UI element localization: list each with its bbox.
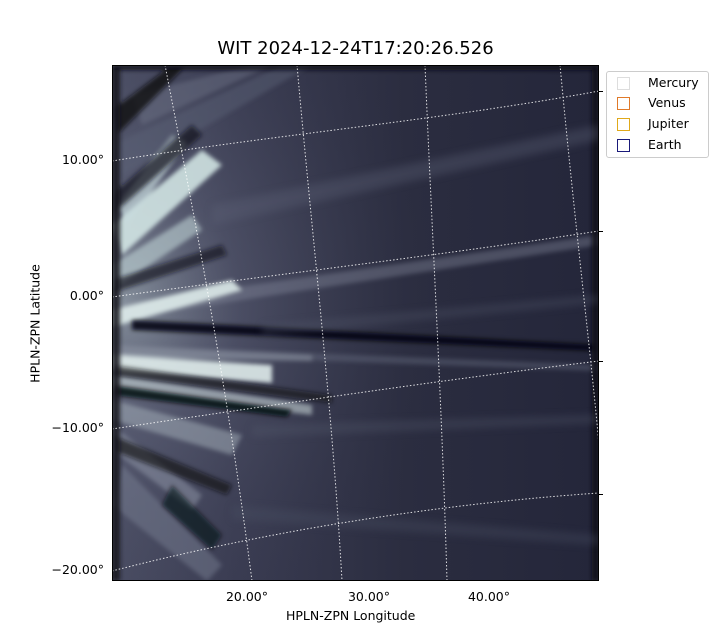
legend-swatch <box>617 117 630 131</box>
grid-line-lon-1 <box>164 65 253 581</box>
streamers <box>112 65 599 581</box>
y-tick-label: −10.00° <box>51 420 104 435</box>
grid-line-lon-4 <box>559 65 599 446</box>
heliospheric-image <box>112 65 599 581</box>
legend-label: Jupiter <box>648 116 689 131</box>
x-tick-label: 30.00° <box>347 589 391 604</box>
plot-frame <box>112 65 599 581</box>
legend-item-mercury <box>617 75 630 91</box>
x-tick-label: 20.00° <box>225 589 269 604</box>
coordinate-grid <box>112 65 599 581</box>
right-tick <box>599 231 603 232</box>
grid-line-lat-3 <box>112 360 599 430</box>
legend-label: Mercury <box>648 75 699 90</box>
grid-line-lat-2 <box>112 230 599 298</box>
legend: Mercury Venus Jupiter Earth <box>606 71 709 158</box>
legend-item-jupiter <box>617 116 630 132</box>
right-tick <box>599 91 603 92</box>
grid-line-lon-2 <box>296 65 343 581</box>
y-tick-label: 0.00° <box>69 288 104 303</box>
right-tick <box>599 361 603 362</box>
legend-swatch <box>617 76 630 90</box>
figure-title: WIT 2024-12-24T17:20:26.526 <box>217 38 494 59</box>
image-plot <box>112 65 599 581</box>
legend-swatch <box>617 138 630 152</box>
grid-line-lat-4 <box>112 492 599 572</box>
legend-swatch <box>617 96 630 110</box>
grid-line-lat-1 <box>112 90 599 162</box>
y-tick-label: 10.00° <box>61 152 104 167</box>
legend-label: Venus <box>648 95 686 110</box>
x-axis-title: HPLN-ZPN Longitude <box>286 608 416 623</box>
legend-label: Earth <box>648 137 682 152</box>
legend-item-venus <box>617 95 630 111</box>
right-tick <box>599 494 603 495</box>
y-axis-title: HPLN-ZPN Latitude <box>27 264 43 383</box>
grid-line-lon-3 <box>424 65 448 581</box>
y-tick-label: −20.00° <box>51 562 104 577</box>
x-tick-label: 40.00° <box>467 589 511 604</box>
legend-item-earth <box>617 137 630 153</box>
faint-streaks <box>212 125 599 545</box>
